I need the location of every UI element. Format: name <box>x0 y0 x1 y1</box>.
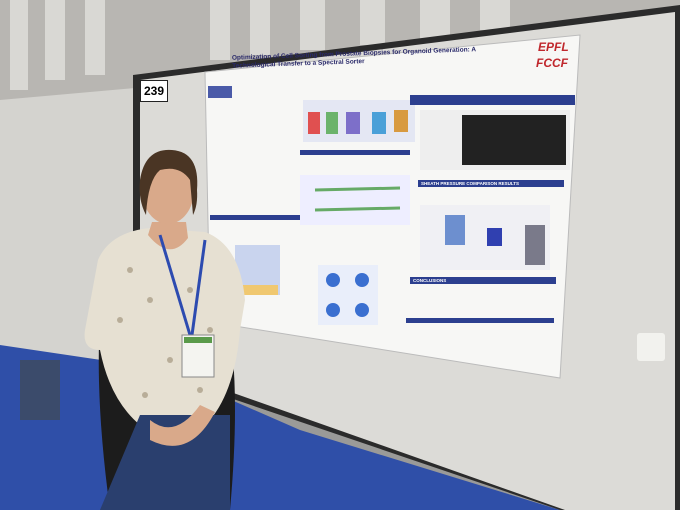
section-header: SHEATH PRESSURE COMPARISON RESULTS <box>418 180 564 187</box>
wall-panels <box>10 0 510 90</box>
poster-figures <box>208 86 575 325</box>
logo: EPFL <box>538 40 569 54</box>
board-number: 239 <box>140 80 168 102</box>
cup <box>637 333 665 361</box>
person <box>20 149 245 510</box>
logo: FCCF <box>536 56 568 70</box>
section-header: CONCLUSIONS <box>410 277 556 284</box>
